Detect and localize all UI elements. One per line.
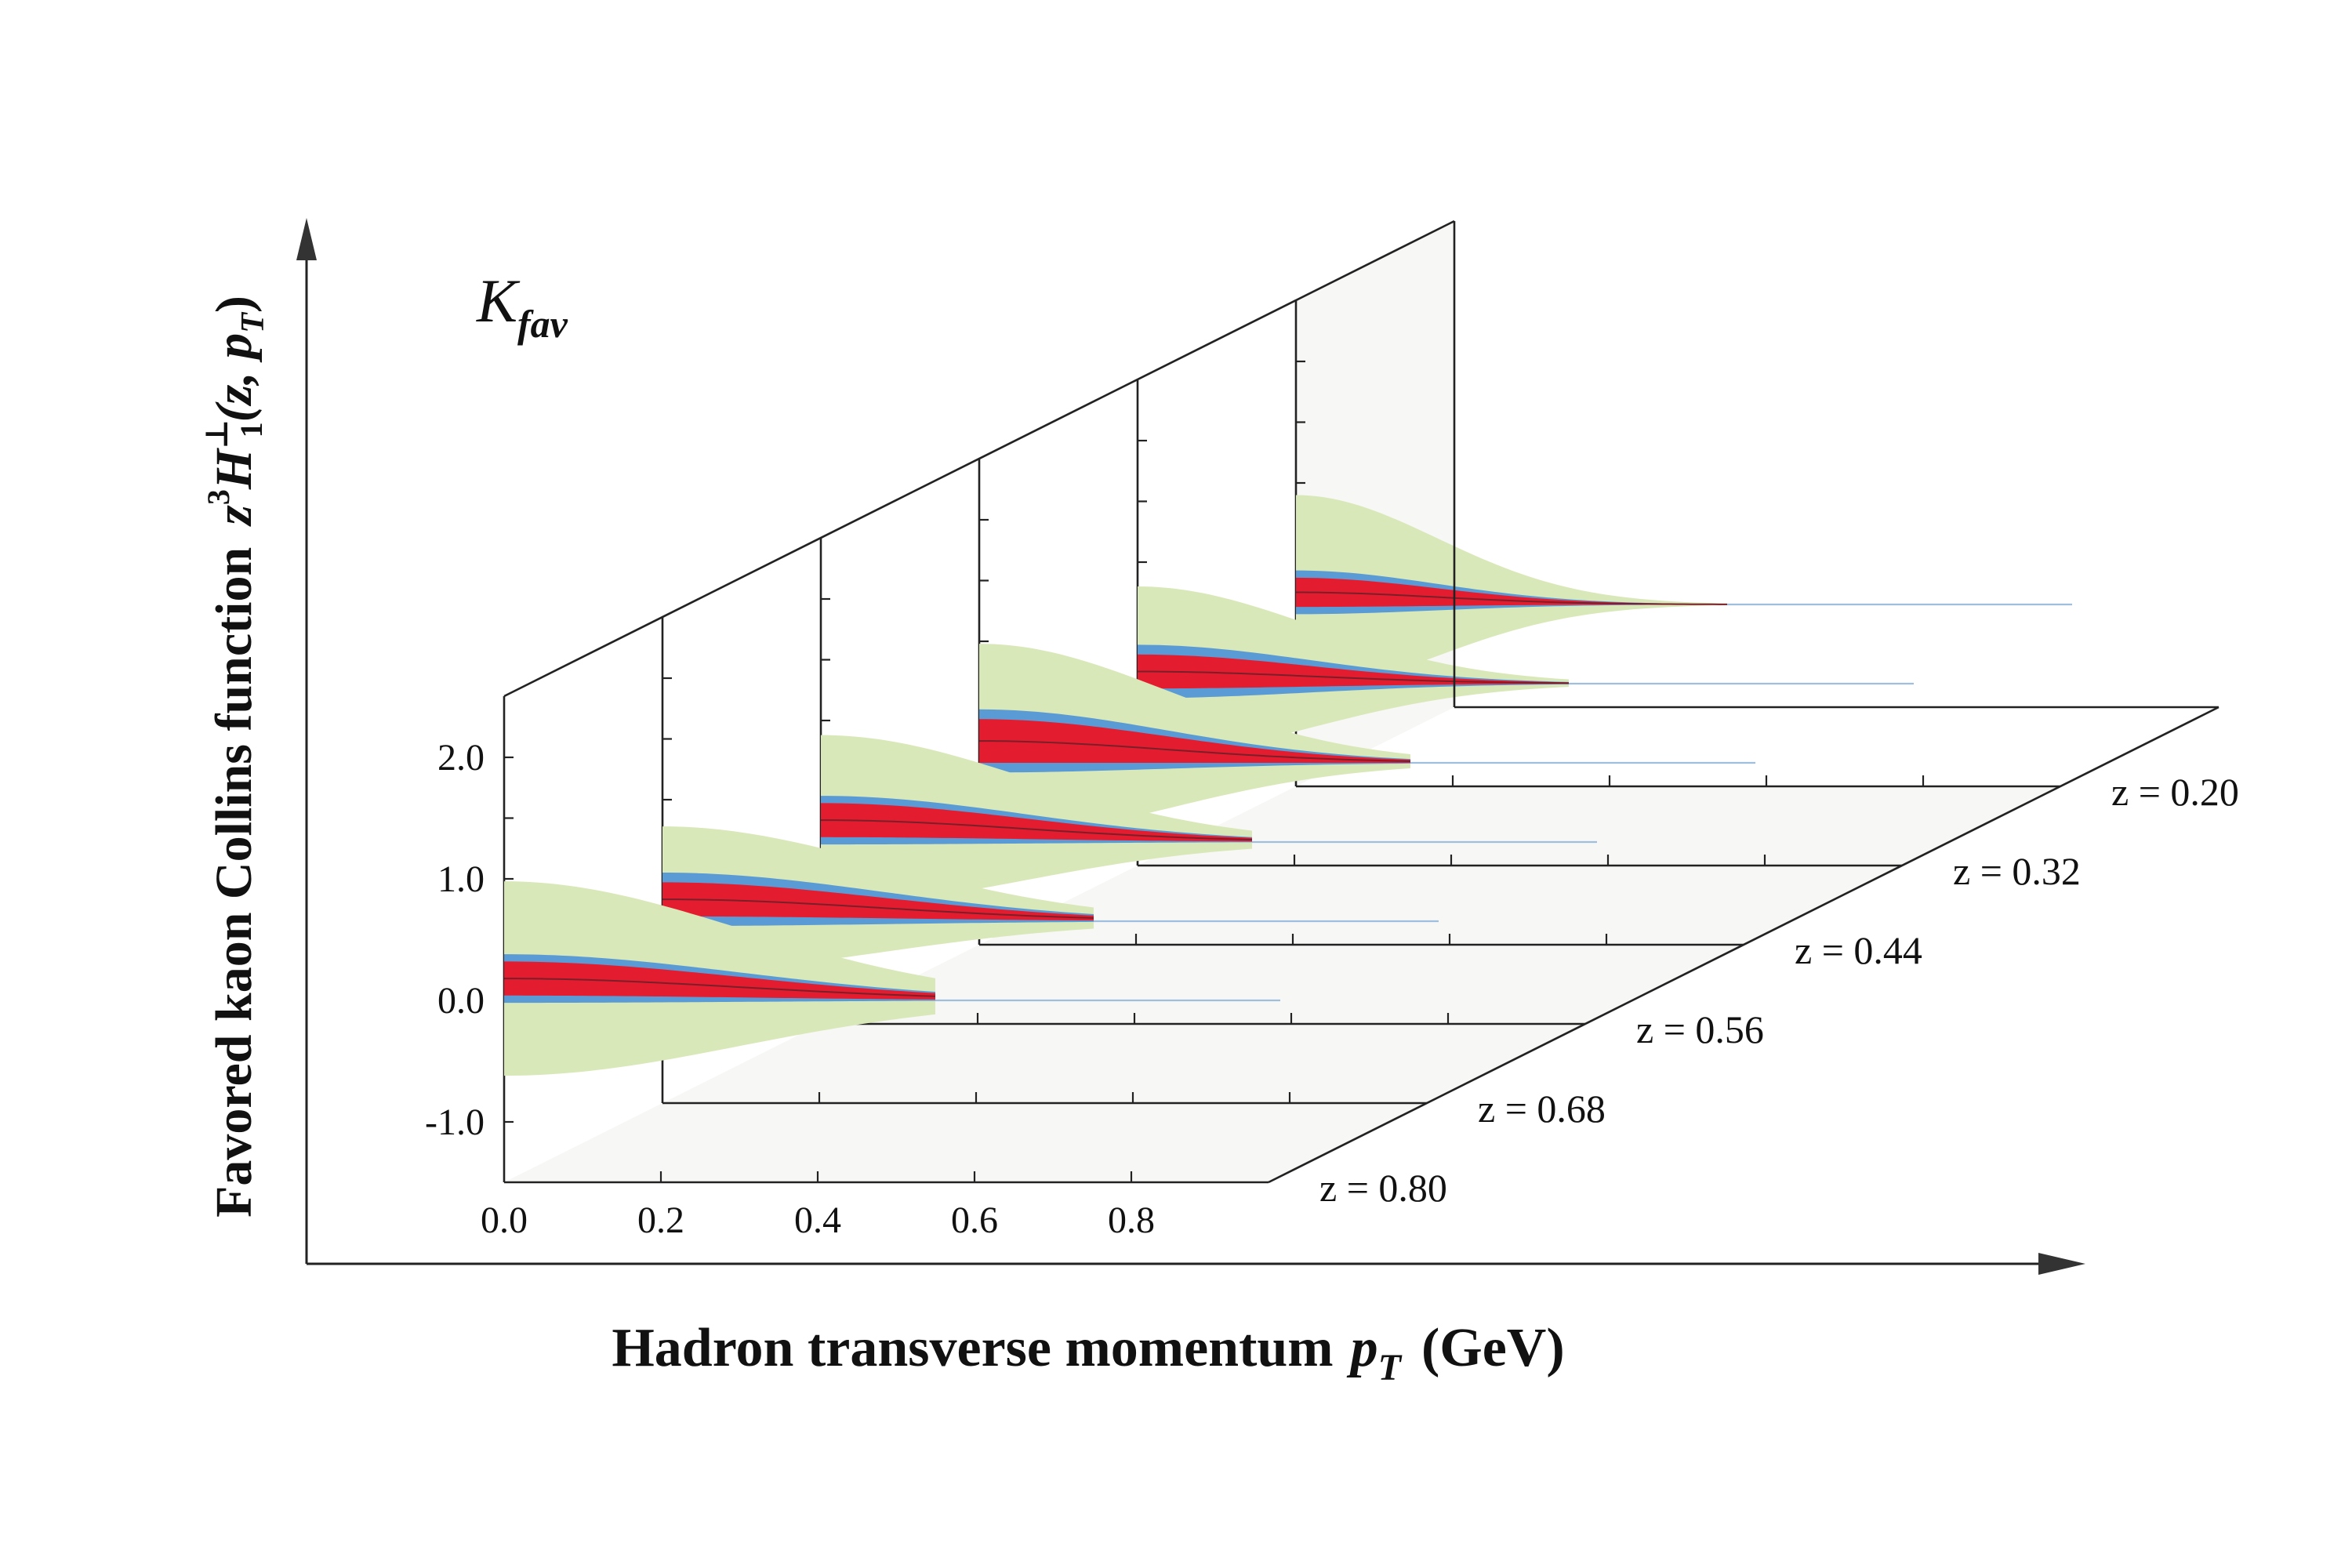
y-axis-label-text: Favored kaon Collins function [205, 547, 263, 1218]
z-label: z = 0.68 [1478, 1087, 1606, 1131]
floor-strip [821, 945, 1744, 1024]
y-tick-labels: -1.0 0.0 1.0 2.0 [425, 737, 485, 1143]
y-formula-subT: T [235, 311, 271, 333]
center-curve [1137, 670, 1570, 684]
center-curve [503, 978, 936, 997]
chart-title-subscript: fav [517, 302, 568, 346]
x-axis-label-var: p [1347, 1318, 1378, 1378]
green-band [1296, 495, 1727, 690]
y-formula-close: ) [205, 296, 263, 313]
x-tick-labels: 0.0 0.2 0.4 0.6 0.8 [481, 1200, 1155, 1241]
x-tick-label: 0.8 [1108, 1200, 1155, 1241]
red-band [1138, 654, 1569, 689]
y-tick-label: 2.0 [437, 737, 485, 779]
z-label: z = 0.56 [1636, 1007, 1764, 1051]
floor-strip [662, 1024, 1585, 1103]
x-axis-label-text: Hadron transverse momentum [612, 1318, 1333, 1378]
chart-title-main: K [476, 267, 521, 335]
center-curve [1295, 591, 1728, 605]
center-curve [820, 819, 1253, 841]
top-slant-edge [503, 220, 1455, 698]
y-formula-perp: ⊥ [199, 419, 234, 448]
y-tick-label: -1.0 [425, 1102, 485, 1143]
y-formula-sub1: 1 [234, 422, 269, 437]
chart-title: Kfav [476, 267, 568, 346]
z-label: z = 0.32 [1953, 849, 2081, 893]
y-arrow-head [296, 218, 317, 260]
center-curve [978, 740, 1411, 762]
x-arrow-head [2038, 1253, 2085, 1275]
y-axis-label: Favored kaon Collins function z3H⊥1(z, pT… [199, 296, 271, 1218]
x-tick-label: 0.0 [481, 1200, 528, 1241]
red-band [662, 882, 1094, 921]
z-labels: z = 0.80 z = 0.68 z = 0.56 z = 0.44 z = 0.32… [1319, 770, 2239, 1210]
red-band [821, 803, 1252, 842]
x-axis-label: Hadron transverse momentum pT (GeV) [612, 1318, 1564, 1388]
y-formula-exp: 3 [201, 489, 236, 505]
svg-text:Favored kaon Collins functionz: Favored kaon Collins function z3H⊥1(z, pT… [199, 296, 271, 1218]
red-band [1296, 577, 1727, 608]
z-label: z = 0.80 [1319, 1166, 1447, 1210]
x-axis-label-unit: (GeV) [1421, 1318, 1565, 1378]
y-formula-args: (z, p [205, 333, 263, 423]
y-tick-label: 1.0 [437, 858, 485, 900]
floor-strip [504, 1103, 1427, 1182]
floor-strip [1138, 786, 2060, 866]
x-tick-label: 0.4 [794, 1200, 841, 1241]
red-band [979, 719, 1410, 763]
x-axis-label-sub: T [1378, 1347, 1403, 1388]
z-label: z = 0.20 [2111, 770, 2239, 814]
y-formula-z: z [205, 505, 263, 527]
right-floor-edge [1268, 706, 2220, 1184]
x-tick-label: 0.6 [951, 1200, 998, 1241]
y-tick-label: 0.0 [437, 980, 485, 1022]
floor-strip [979, 866, 1902, 945]
center-curve [662, 898, 1094, 919]
y-formula-h: H [205, 447, 263, 490]
red-band [504, 961, 935, 1000]
panels-scene [503, 220, 2220, 1184]
z-label: z = 0.44 [1795, 928, 1922, 972]
x-tick-label: 0.2 [637, 1200, 684, 1241]
